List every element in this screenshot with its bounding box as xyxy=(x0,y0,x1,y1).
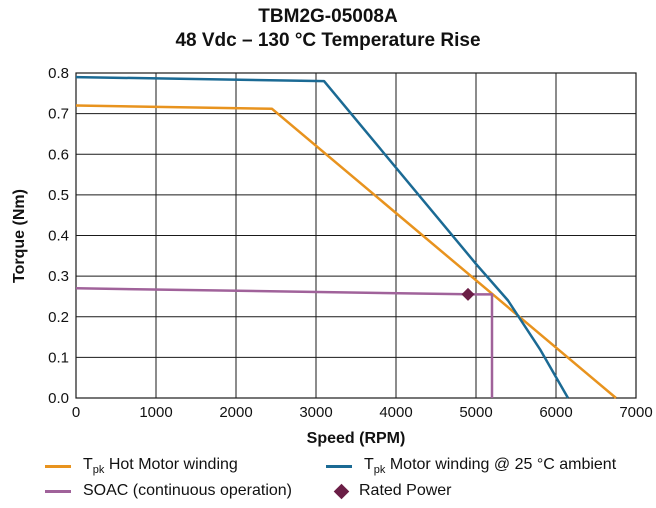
legend-label: Rated Power xyxy=(359,482,452,499)
legend-swatch-purple xyxy=(45,489,71,493)
chart-plot: 0 1000 2000 3000 4000 5000 6000 7000 0.0 0.1 0.2 0.… xyxy=(11,65,653,447)
x-tick-label: 1000 xyxy=(139,404,172,421)
chart-subtitle: 48 Vdc – 130 °C Temperature Rise xyxy=(175,30,481,51)
x-axis-label: Speed (RPM) xyxy=(307,430,406,447)
legend-swatch-blue xyxy=(326,464,352,468)
chart-legend: Tpk Hot Motor winding Tpk Motor winding … xyxy=(0,452,656,504)
rated-power-marker xyxy=(461,287,475,301)
plot-frame xyxy=(75,72,637,399)
y-axis-label: Torque (Nm) xyxy=(11,189,28,283)
y-tick-label: 0.3 xyxy=(48,268,69,285)
x-tick-label: 2000 xyxy=(219,404,252,421)
legend-label: SOAC (continuous operation) xyxy=(83,482,292,499)
x-tick-label: 5000 xyxy=(459,404,492,421)
series-line-2 xyxy=(75,287,494,398)
chart-title: TBM2G-05008A xyxy=(258,6,398,27)
y-tick-label: 0.7 xyxy=(48,106,69,123)
x-tick-label: 3000 xyxy=(299,404,332,421)
legend-swatch-orange xyxy=(45,464,71,468)
y-tick-label: 0.5 xyxy=(48,187,69,204)
legend-label: Tpk Motor winding @ 25 °C ambient xyxy=(364,456,617,477)
y-tick-label: 0.2 xyxy=(48,309,69,326)
legend-item-tpk-hot: Tpk Hot Motor winding xyxy=(45,456,238,476)
legend-item-tpk-25c: Tpk Motor winding @ 25 °C ambient xyxy=(326,456,616,476)
legend-label: Tpk Hot Motor winding xyxy=(83,456,238,477)
y-tick-label: 0.1 xyxy=(48,349,69,366)
x-tick-label: 6000 xyxy=(539,404,572,421)
y-tick-label: 0.0 xyxy=(48,390,69,407)
x-tick-label: 7000 xyxy=(619,404,652,421)
y-tick-label: 0.4 xyxy=(48,228,69,245)
x-tick-label: 0 xyxy=(72,404,80,421)
y-tick-label: 0.6 xyxy=(48,146,69,163)
legend-item-rated-power: Rated Power xyxy=(330,482,452,500)
series-line-1 xyxy=(75,75,570,399)
series-line-0 xyxy=(75,104,617,399)
legend-item-soac: SOAC (continuous operation) xyxy=(45,482,292,500)
legend-swatch-diamond xyxy=(333,483,350,499)
y-tick-label: 0.8 xyxy=(48,65,69,82)
x-tick-label: 4000 xyxy=(379,404,412,421)
